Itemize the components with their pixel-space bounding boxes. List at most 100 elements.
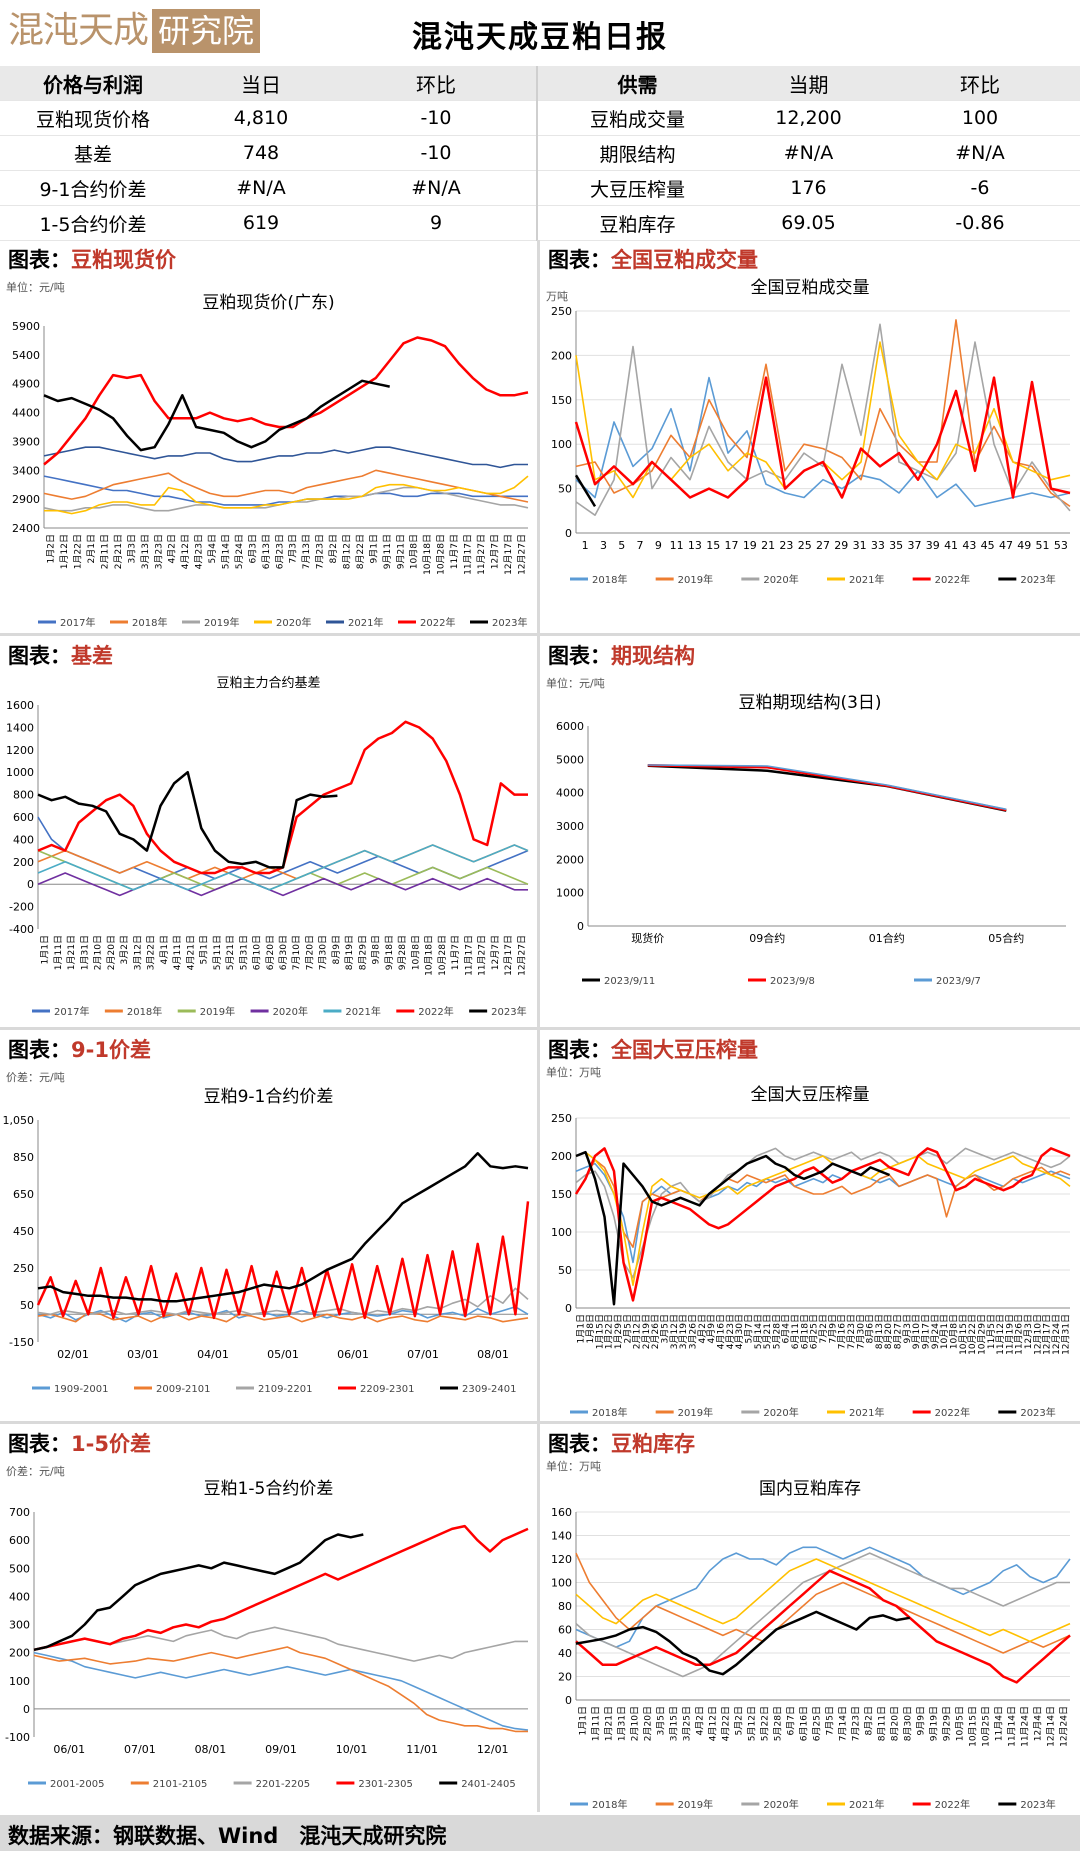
table-cell: #N/A xyxy=(737,135,880,171)
y-tick-label: 150 xyxy=(551,1188,572,1201)
chart-spot-price: 豆粕现货价(广东) 单位：元/吨 2400 2900 3400 3900 4400 4900 5… xyxy=(6,280,529,629)
chart-inventory: 国内豆粕库存 单位：万吨 0 20 40 60 80 100 120 140 160 1月1日 1月11… xyxy=(546,1460,1071,1811)
x-tick-label: 47 xyxy=(999,539,1013,552)
x-tick-label: 4月2日 xyxy=(695,1706,706,1735)
x-tick-label: 7月9日 xyxy=(827,1314,838,1343)
x-tick-label: 1月12日 xyxy=(59,534,70,569)
x-tick-label: 4月23日 xyxy=(194,534,205,569)
x-tick-label: 7月10日 xyxy=(291,935,302,970)
series-line-3 xyxy=(647,764,1007,811)
legend-label: 2023/9/11 xyxy=(604,976,655,987)
x-tick-label: 1月1日 xyxy=(40,935,51,964)
chart-unit-label: 价差：元/吨 xyxy=(6,1464,65,1478)
y-tick-label: 5000 xyxy=(556,753,584,766)
panel-title-name: 1-5价差 xyxy=(71,1432,151,1456)
y-tick-label: 650 xyxy=(13,1188,34,1201)
x-tick-label: 27 xyxy=(816,539,830,552)
series-line-3 xyxy=(575,323,1071,516)
x-tick-label: 4月1日 xyxy=(159,935,170,964)
x-tick-label: 1月31日 xyxy=(617,1706,628,1741)
chart-unit-label: 单位：元/吨 xyxy=(546,676,605,690)
legend-label: 2020年 xyxy=(276,616,311,629)
y-tick-label: 0 xyxy=(565,527,572,540)
y-tick-label: 1000 xyxy=(6,766,34,779)
x-tick-label: 12月14日 xyxy=(1046,1706,1057,1747)
y-tick-label: 50 xyxy=(20,1299,34,1312)
x-tick-label: 1月11日 xyxy=(591,1706,602,1741)
table-cell: -10 xyxy=(336,100,538,136)
x-tick-label: 4月9日 xyxy=(706,1314,717,1343)
table-cell: 基差 xyxy=(0,135,186,171)
y-tick-label: 200 xyxy=(13,856,34,869)
table-cell: #N/A xyxy=(880,135,1080,171)
x-tick-label: 15 xyxy=(706,539,720,552)
legend-label: 2019年 xyxy=(204,616,239,629)
x-tick-label: 12月24日 xyxy=(1059,1706,1070,1747)
x-tick-label: 03/01 xyxy=(127,1348,159,1361)
x-tick-label: 1月8日 xyxy=(585,1314,596,1343)
x-tick-label: 3月26日 xyxy=(688,1314,699,1349)
x-tick-label: 1月1日 xyxy=(578,1706,589,1735)
x-tick-label: 31 xyxy=(853,539,867,552)
x-tick-label: 9月8日 xyxy=(371,935,382,964)
legend-label: 2019年 xyxy=(678,573,713,586)
legend-label: 2019年 xyxy=(678,1406,713,1419)
series-line-1 xyxy=(575,1162,1071,1264)
panel-crush: 图表：全国大豆压榨量 全国大豆压榨量 单位：万吨 0 50 100 150 200 250 1月… xyxy=(540,1030,1080,1421)
table-cell: 9-1合约价差 xyxy=(0,170,186,206)
x-tick-label: 7月23日 xyxy=(846,1314,857,1349)
x-tick-label: 9月1日 xyxy=(368,534,379,563)
y-tick-label: 250 xyxy=(551,1112,572,1125)
x-tick-label: 41 xyxy=(944,539,958,552)
x-tick-label: 4月2日 xyxy=(697,1314,708,1343)
legend-label: 2018年 xyxy=(592,1406,627,1419)
x-tick-label: 5月24日 xyxy=(234,534,245,569)
x-tick-label: 8月6日 xyxy=(865,1314,876,1343)
series-line-1 xyxy=(647,764,1007,812)
x-tick-label: 11月14日 xyxy=(1007,1706,1018,1747)
series-line-2 xyxy=(33,1646,528,1733)
x-tick-label: 6月20日 xyxy=(265,935,276,970)
panel-title-name: 全国大豆压榨量 xyxy=(611,1038,758,1062)
table-row: 9-1合约价差 #N/A #N/A 大豆压榨量 176 -6 xyxy=(0,170,1080,206)
y-tick-label: 100 xyxy=(551,438,572,451)
x-tick-label: 2月19日 xyxy=(641,1314,652,1349)
x-tick-label: 12月31日 xyxy=(1060,1314,1071,1355)
x-tick-label: 01合约 xyxy=(869,931,905,945)
x-tick-label: 10月8日 xyxy=(410,935,421,970)
series-line-3 xyxy=(33,1626,528,1662)
series-line-5 xyxy=(43,446,528,469)
x-tick-label: 1月15日 xyxy=(594,1314,605,1349)
x-tick-label: 21 xyxy=(761,539,775,552)
legend-label: 2109-2201 xyxy=(258,1384,313,1395)
table-cell: -6 xyxy=(880,170,1080,206)
y-tick-label: 3000 xyxy=(556,820,584,833)
panel-title-label: 图表： xyxy=(8,1038,71,1062)
panel-title-name: 全国豆粕成交量 xyxy=(611,248,758,272)
x-tick-label: 4月11日 xyxy=(172,935,183,970)
x-tick-label: 5月21日 xyxy=(762,1314,773,1349)
series-line-4 xyxy=(575,1558,1071,1643)
legend-label: 2101-2105 xyxy=(153,1779,208,1790)
y-tick-label: 2900 xyxy=(12,493,40,506)
x-tick-label: 33 xyxy=(871,539,885,552)
x-tick-label: 11月17日 xyxy=(463,935,474,976)
y-tick-label: 850 xyxy=(13,1151,34,1164)
x-tick-label: 6月25日 xyxy=(812,1706,823,1741)
x-tick-label: 12月27日 xyxy=(516,935,527,976)
x-tick-label: 1月21日 xyxy=(66,935,77,970)
x-tick-label: 11/01 xyxy=(406,1743,438,1756)
x-tick-label: 6月4日 xyxy=(781,1314,792,1343)
summary-table: 价格与利润 当日 环比 供需 当期 环比 豆粕现货价格 4,810 -10 豆粕… xyxy=(0,66,1080,241)
panel-divider-horizontal xyxy=(0,1027,1080,1030)
x-tick-label: 10月18日 xyxy=(424,935,435,976)
x-tick-label: 11月19日 xyxy=(1004,1314,1015,1355)
x-tick-label: 1月22日 xyxy=(604,1314,615,1349)
y-tick-label: 250 xyxy=(13,1262,34,1275)
table-cell: 176 xyxy=(737,170,880,206)
y-tick-label: 100 xyxy=(9,1675,30,1688)
table-cell: #N/A xyxy=(336,170,538,206)
legend-label: 2023年 xyxy=(491,1005,526,1018)
x-tick-label: 3月15日 xyxy=(669,1706,680,1741)
x-tick-label: 2月20日 xyxy=(643,1706,654,1741)
